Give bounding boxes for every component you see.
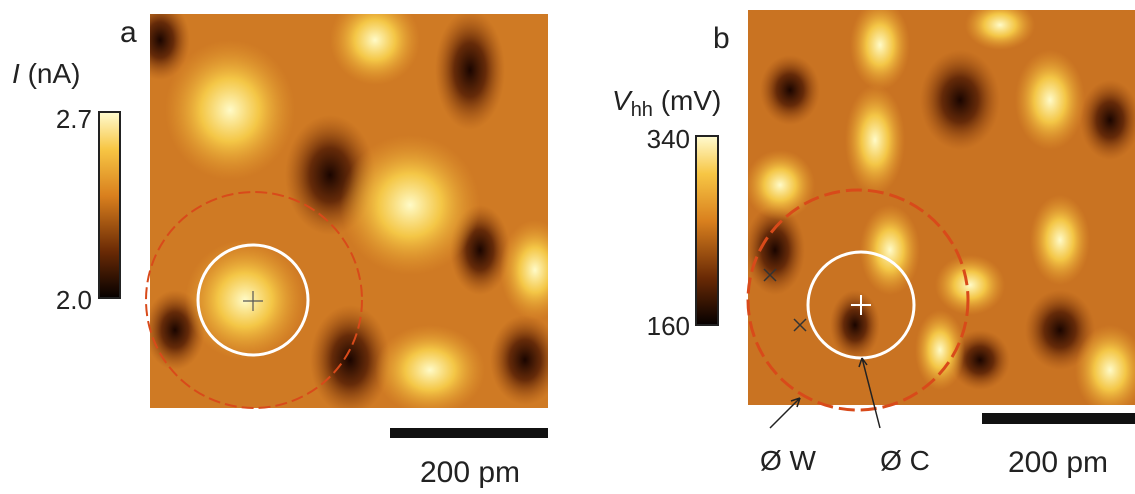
colorbar (99, 112, 120, 298)
figure: a I (nA) 2.7 2.0 200 pm b Vhh (mV) 340 1… (0, 0, 1135, 494)
panel-label: b (713, 22, 730, 55)
colorbar-min: 160 (647, 311, 690, 341)
colorbar-title: I (nA) (12, 58, 80, 89)
annotation: Ø W (760, 445, 817, 476)
colorbar-max: 340 (647, 124, 690, 154)
scale-label: 200 pm (1008, 446, 1108, 479)
unit: (nA) (28, 58, 81, 89)
symbol: I (12, 58, 20, 89)
colorbar (696, 136, 718, 325)
unit: (mV) (661, 85, 722, 116)
annotation: Ø C (880, 445, 930, 476)
colorbar-min: 2.0 (56, 285, 92, 315)
panel-label: a (120, 16, 137, 49)
colorbar-title: Vhh (mV) (612, 85, 721, 122)
scale-label: 200 pm (420, 456, 520, 489)
scale-bar (982, 413, 1135, 424)
colorbar-max: 2.7 (56, 104, 92, 134)
subscript: hh (631, 99, 653, 121)
scale-bar (390, 428, 548, 438)
stm-image-b (745, 0, 1135, 415)
stm-image-a (130, 0, 570, 415)
